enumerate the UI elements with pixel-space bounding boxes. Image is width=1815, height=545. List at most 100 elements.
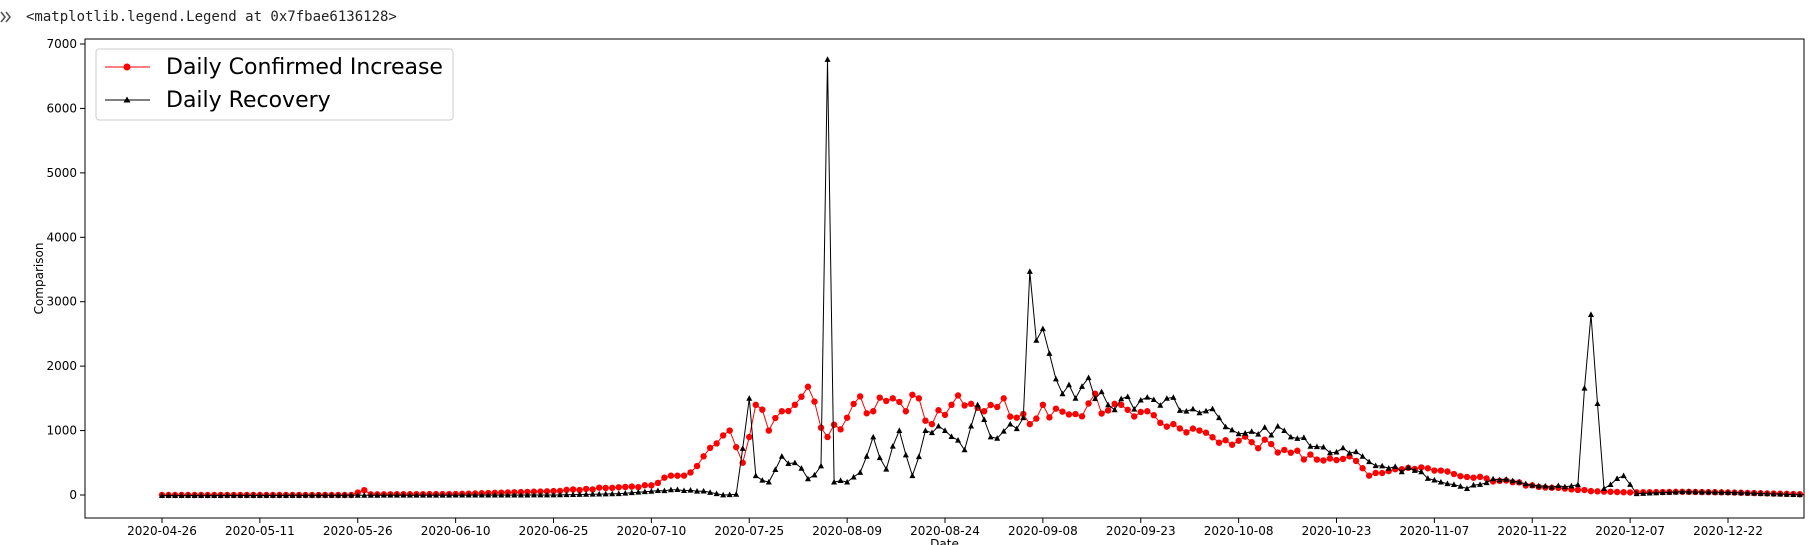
data-point — [406, 492, 413, 498]
data-point — [309, 492, 316, 498]
data-point — [1477, 481, 1484, 487]
data-point — [752, 401, 759, 408]
data-point — [928, 429, 935, 436]
data-point — [1131, 413, 1138, 420]
data-point — [1424, 475, 1431, 481]
data-point — [1163, 423, 1171, 430]
data-point — [1255, 430, 1262, 437]
data-point — [863, 453, 870, 459]
data-point — [1594, 400, 1601, 407]
data-point — [576, 486, 583, 494]
x-tick-label: 2020-06-10 — [421, 524, 491, 538]
data-point — [870, 433, 877, 440]
data-point — [856, 393, 864, 400]
data-point — [322, 492, 329, 498]
data-point — [1340, 444, 1347, 451]
data-point — [563, 486, 570, 494]
data-point — [1437, 478, 1444, 485]
data-point — [589, 486, 596, 493]
data-point — [1183, 408, 1190, 414]
data-point — [824, 56, 831, 62]
data-point — [706, 444, 714, 452]
data-point — [902, 451, 909, 458]
cell-output-icon[interactable] — [0, 10, 12, 24]
data-point — [615, 484, 622, 491]
data-point — [1000, 428, 1007, 434]
data-point — [1059, 408, 1066, 415]
data-point — [1431, 467, 1438, 474]
data-point — [1503, 476, 1510, 482]
data-point — [1659, 489, 1666, 496]
data-point — [1607, 481, 1614, 487]
data-point — [1718, 489, 1725, 495]
data-point — [798, 465, 805, 471]
data-point — [1072, 395, 1079, 401]
data-point — [1437, 467, 1445, 474]
data-point — [700, 453, 707, 460]
series-line — [162, 59, 1804, 497]
data-point — [1568, 482, 1575, 489]
data-point — [1320, 457, 1327, 464]
data-point — [922, 427, 929, 433]
data-point — [1751, 490, 1758, 496]
data-point — [1333, 448, 1340, 455]
data-point — [413, 492, 420, 498]
data-point — [641, 482, 649, 489]
data-point — [791, 459, 798, 466]
data-point — [1157, 402, 1164, 408]
data-point — [348, 492, 355, 498]
data-point — [681, 487, 687, 494]
y-tick-label: 5000 — [46, 166, 77, 180]
data-point — [1307, 451, 1314, 458]
data-point — [1052, 405, 1060, 412]
data-point — [1281, 427, 1288, 434]
data-point — [896, 398, 903, 406]
data-point — [380, 492, 387, 498]
data-point — [1079, 383, 1086, 389]
data-point — [361, 492, 368, 498]
data-point — [1392, 463, 1399, 469]
data-point — [1496, 476, 1503, 483]
data-point — [1385, 465, 1392, 471]
data-point — [1163, 395, 1170, 401]
data-point — [1065, 411, 1073, 418]
data-point — [955, 436, 962, 443]
data-point — [811, 471, 818, 478]
data-point — [485, 491, 492, 498]
data-point — [1470, 474, 1477, 481]
data-point — [1555, 482, 1562, 489]
data-point — [1601, 485, 1608, 491]
data-point — [1137, 396, 1144, 403]
legend-box — [95, 48, 454, 121]
data-point — [1274, 422, 1281, 429]
data-point — [1189, 405, 1196, 412]
data-point — [276, 492, 283, 498]
data-point — [772, 414, 779, 422]
data-point — [393, 492, 400, 498]
data-point — [1203, 407, 1209, 414]
data-point — [1803, 492, 1804, 497]
data-point — [1326, 455, 1334, 462]
data-point — [465, 491, 472, 498]
data-point — [550, 491, 557, 498]
data-point — [1711, 489, 1718, 495]
data-point — [1118, 395, 1125, 402]
data-point — [980, 408, 988, 415]
data-point — [1561, 483, 1568, 490]
data-point — [1359, 453, 1366, 459]
data-point — [1777, 490, 1784, 497]
data-point — [387, 492, 394, 498]
data-point — [1372, 462, 1379, 469]
x-tick-label: 2020-07-25 — [714, 524, 784, 538]
data-point — [1144, 408, 1151, 415]
data-point — [720, 491, 727, 498]
data-point — [1614, 475, 1621, 482]
data-point — [778, 408, 786, 415]
data-point — [1594, 488, 1601, 495]
data-point — [1176, 407, 1183, 413]
data-point — [994, 435, 1001, 441]
data-point — [1581, 486, 1588, 494]
data-point — [1189, 425, 1197, 432]
series-line — [162, 385, 1804, 496]
data-point — [550, 487, 557, 495]
